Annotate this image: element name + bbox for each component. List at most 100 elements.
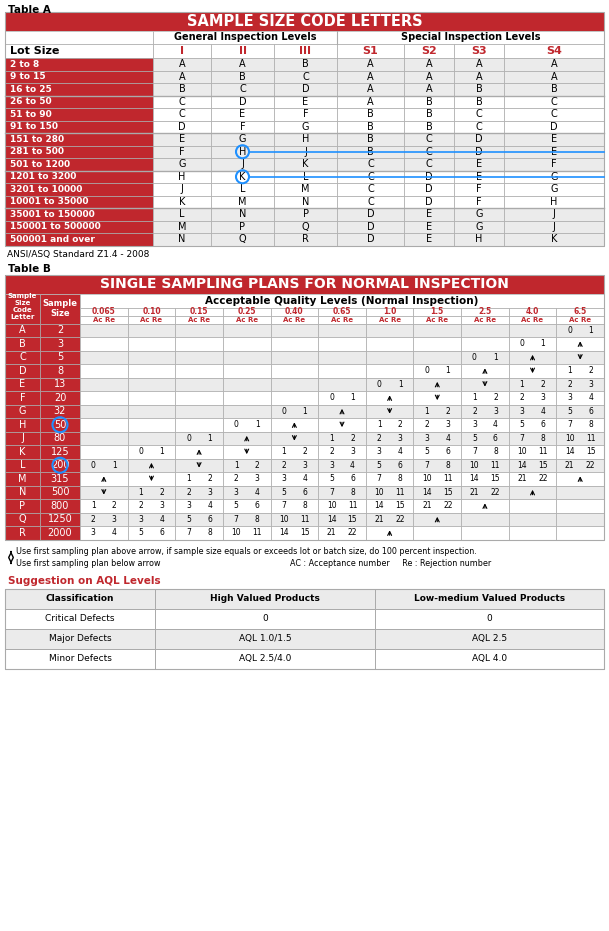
Bar: [5, 44, 153, 58]
Text: 21: 21: [565, 461, 574, 470]
Text: 0: 0: [329, 393, 334, 402]
Bar: [80, 404, 128, 418]
Text: Q: Q: [239, 235, 246, 244]
Bar: [223, 364, 270, 377]
Text: 32: 32: [54, 406, 66, 416]
Text: C: C: [476, 109, 482, 119]
Text: 15: 15: [586, 447, 596, 456]
Bar: [5, 649, 155, 668]
Bar: [153, 108, 211, 120]
Bar: [337, 221, 404, 233]
Text: 9 to 15: 9 to 15: [10, 73, 46, 81]
Text: 10: 10: [422, 474, 432, 483]
Text: 0: 0: [377, 380, 382, 389]
Text: 2: 2: [160, 488, 164, 497]
Bar: [404, 183, 454, 196]
Text: Ac Re: Ac Re: [379, 317, 401, 322]
Bar: [274, 183, 337, 196]
Bar: [366, 526, 414, 539]
Bar: [153, 58, 211, 71]
Bar: [414, 458, 461, 472]
Bar: [414, 431, 461, 445]
Text: 15: 15: [348, 515, 357, 524]
Text: 2: 2: [493, 393, 498, 402]
Text: Sample
Size: Sample Size: [43, 299, 77, 318]
Text: 2: 2: [112, 501, 117, 510]
Bar: [414, 445, 461, 458]
Text: 2: 2: [207, 474, 212, 483]
Text: 1201 to 3200: 1201 to 3200: [10, 172, 76, 182]
Text: D: D: [178, 122, 186, 132]
Bar: [509, 350, 557, 364]
Bar: [557, 472, 604, 485]
Text: 0: 0: [262, 614, 268, 623]
Bar: [5, 83, 153, 96]
Text: 5: 5: [234, 501, 239, 510]
Text: 2: 2: [568, 380, 572, 389]
Bar: [5, 404, 40, 418]
Bar: [509, 337, 557, 350]
Text: 1.5: 1.5: [431, 307, 444, 316]
Bar: [337, 44, 404, 58]
Text: E: E: [426, 235, 432, 244]
Bar: [5, 12, 604, 246]
Text: 6: 6: [398, 461, 403, 470]
Text: G: G: [475, 209, 483, 219]
Text: 2: 2: [303, 447, 307, 456]
Text: 3: 3: [160, 501, 164, 510]
Text: 500: 500: [51, 487, 69, 497]
Bar: [557, 485, 604, 499]
Bar: [5, 350, 40, 364]
Bar: [5, 145, 153, 158]
Text: L: L: [303, 171, 308, 182]
Text: 1: 1: [160, 447, 164, 456]
Text: 0: 0: [487, 614, 492, 623]
Text: E: E: [303, 97, 309, 107]
Bar: [318, 350, 366, 364]
Bar: [414, 418, 461, 431]
Bar: [504, 208, 604, 221]
Text: B: B: [367, 147, 374, 156]
Bar: [155, 649, 375, 668]
Text: 21: 21: [375, 515, 384, 524]
Bar: [337, 96, 404, 108]
Bar: [509, 485, 557, 499]
Text: 501 to 1200: 501 to 1200: [10, 160, 70, 169]
Text: N: N: [178, 235, 186, 244]
Bar: [366, 404, 414, 418]
Bar: [128, 323, 175, 337]
Bar: [5, 485, 40, 499]
Bar: [461, 307, 509, 316]
Text: Ac Re: Ac Re: [93, 317, 115, 322]
Bar: [128, 404, 175, 418]
Text: 35001 to 150000: 35001 to 150000: [10, 209, 95, 219]
Text: 1: 1: [329, 434, 334, 443]
Bar: [128, 337, 175, 350]
Text: 6: 6: [493, 434, 498, 443]
Text: A: A: [426, 72, 432, 82]
Text: 6: 6: [445, 447, 450, 456]
Bar: [414, 323, 461, 337]
Bar: [5, 31, 153, 44]
Bar: [128, 472, 175, 485]
Bar: [509, 404, 557, 418]
Text: 2: 2: [588, 366, 593, 375]
Text: 15: 15: [491, 474, 500, 483]
Text: SAMPLE SIZE CODE LETTERS: SAMPLE SIZE CODE LETTERS: [187, 14, 422, 29]
Text: 2: 2: [445, 407, 450, 416]
Text: 3: 3: [112, 515, 117, 524]
Bar: [175, 418, 223, 431]
Bar: [223, 431, 270, 445]
Bar: [5, 588, 604, 668]
Bar: [404, 221, 454, 233]
Text: Ac Re: Ac Re: [283, 317, 306, 322]
Text: 7: 7: [329, 488, 334, 497]
Bar: [40, 418, 80, 431]
Text: 91 to 150: 91 to 150: [10, 122, 58, 131]
Text: N: N: [19, 487, 26, 497]
Text: 51 to 90: 51 to 90: [10, 110, 52, 119]
Bar: [509, 458, 557, 472]
Bar: [274, 96, 337, 108]
Bar: [223, 350, 270, 364]
Text: 14: 14: [279, 528, 289, 537]
